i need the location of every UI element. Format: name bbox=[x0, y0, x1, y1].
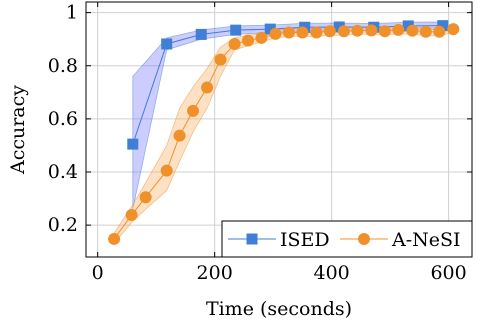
anesi-point bbox=[108, 232, 121, 245]
confidence-bands bbox=[113, 21, 454, 245]
anesi-point bbox=[310, 26, 323, 39]
y-tick-label: 0.6 bbox=[48, 108, 78, 130]
anesi-point bbox=[214, 53, 227, 66]
anesi-point bbox=[242, 34, 255, 47]
anesi-point bbox=[419, 25, 432, 38]
legend-anesi-marker bbox=[358, 233, 370, 245]
anesi-point bbox=[160, 164, 173, 177]
ised-point bbox=[230, 24, 242, 36]
y-tick-label: 1 bbox=[66, 2, 78, 24]
anesi-point bbox=[378, 25, 391, 38]
x-tick-label: 400 bbox=[314, 262, 350, 284]
anesi-point bbox=[125, 209, 138, 222]
anesi-point bbox=[337, 25, 350, 38]
y-tick-label: 0.4 bbox=[48, 161, 78, 183]
ised-point bbox=[437, 20, 449, 32]
x-tick-label: 0 bbox=[92, 262, 104, 284]
x-axis-label: Time (seconds) bbox=[206, 298, 352, 320]
legend-ised-marker bbox=[246, 233, 258, 245]
anesi-point bbox=[406, 24, 419, 37]
y-tick-label: 0.8 bbox=[48, 55, 78, 77]
anesi-point bbox=[139, 191, 152, 204]
anesi-point bbox=[365, 24, 378, 37]
legend: ISED A-NeSI bbox=[221, 220, 473, 258]
ised-point bbox=[161, 38, 173, 50]
axis-ticks: 0 200 400 600 0.2 0.4 0.6 0.8 1 bbox=[48, 2, 472, 284]
x-tick-label: 600 bbox=[430, 262, 466, 284]
anesi-point bbox=[433, 25, 446, 38]
legend-anesi-label: A-NeSI bbox=[391, 229, 461, 251]
ised-point bbox=[333, 21, 345, 33]
anesi-point bbox=[228, 37, 241, 50]
anesi-point bbox=[447, 23, 460, 36]
anesi-line bbox=[113, 28, 454, 240]
x-tick-label: 200 bbox=[197, 262, 233, 284]
y-tick-label: 0.2 bbox=[48, 214, 78, 236]
anesi-point bbox=[282, 26, 295, 39]
ised-point bbox=[195, 28, 207, 40]
legend-ised-label: ISED bbox=[280, 229, 330, 251]
ised-point bbox=[127, 138, 139, 150]
anesi-point bbox=[187, 104, 200, 117]
anesi-point bbox=[255, 31, 268, 44]
ised-point bbox=[402, 20, 414, 32]
anesi-point bbox=[296, 26, 309, 39]
anesi-point bbox=[392, 23, 405, 36]
anesi-point bbox=[323, 25, 336, 38]
anesi-point bbox=[201, 81, 214, 94]
series-markers bbox=[108, 20, 460, 245]
y-axis-label: Accuracy bbox=[7, 85, 29, 175]
anesi-point bbox=[351, 24, 364, 37]
anesi-point bbox=[173, 129, 186, 142]
ised-point bbox=[264, 23, 276, 35]
anesi-point bbox=[269, 27, 282, 40]
